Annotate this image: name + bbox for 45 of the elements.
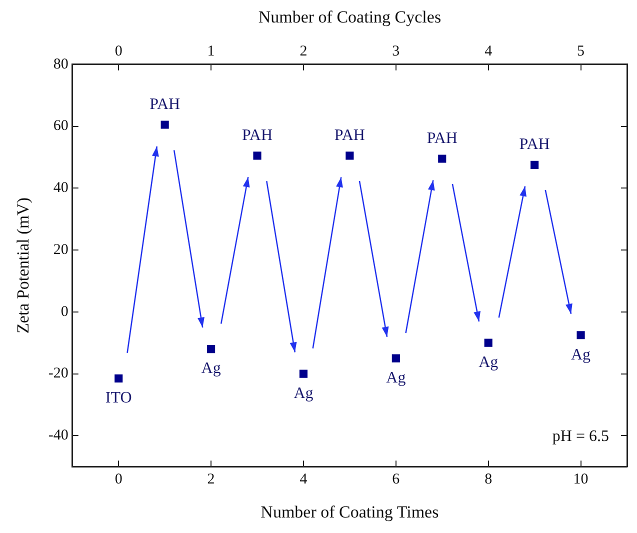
y-tick-label: 60 <box>53 118 68 134</box>
point <box>114 374 123 382</box>
point <box>160 120 169 129</box>
point <box>253 152 262 160</box>
point <box>576 331 585 340</box>
x-tick-label: 4 <box>300 472 308 488</box>
point <box>299 370 308 378</box>
annotation: PAH <box>242 126 273 144</box>
y-tick-label: -40 <box>48 428 68 444</box>
x-tick-label: 10 <box>573 472 588 488</box>
x-axis-title: Number of Coating Times <box>260 502 439 522</box>
annotation: pH = 6.5 <box>552 428 609 445</box>
point <box>207 345 216 354</box>
y-axis-title: Zeta Potential (mV) <box>14 198 33 334</box>
point <box>346 152 354 160</box>
x-tick-label: 0 <box>114 472 122 488</box>
y-tick-label: 0 <box>60 304 68 320</box>
x2-axis-title: Number of Coating Cycles <box>258 8 442 27</box>
annotation: ITO <box>105 390 132 407</box>
x2-tick-label: 3 <box>392 43 400 60</box>
y-tick-label: 80 <box>53 56 68 72</box>
x2-tick-label: 2 <box>300 43 308 60</box>
annotation: PAH <box>426 130 458 147</box>
x-tick-label: 8 <box>484 472 492 488</box>
annotation: PAH <box>150 96 181 113</box>
point <box>530 160 539 169</box>
y-tick-label: 20 <box>53 242 68 258</box>
point <box>484 338 492 347</box>
x2-tick-label: 1 <box>207 43 215 60</box>
y-tick-label: -20 <box>48 366 68 382</box>
x2-tick-label: 0 <box>114 43 122 60</box>
x-tick-label: 6 <box>392 472 400 488</box>
x2-tick-label: 4 <box>484 43 493 60</box>
annotation: Ag <box>386 370 406 387</box>
y-tick-label: 40 <box>53 180 68 196</box>
annotation: Ag <box>294 384 314 402</box>
point <box>438 154 446 163</box>
annotation: PAH <box>334 126 366 144</box>
point <box>392 354 400 362</box>
annotation: Ag <box>478 354 498 372</box>
x-tick-label: 2 <box>207 472 215 488</box>
annotation: PAH <box>519 136 550 154</box>
x2-tick-label: 5 <box>577 43 585 60</box>
annotation: Ag <box>201 360 221 378</box>
annotation: Ag <box>571 346 591 364</box>
